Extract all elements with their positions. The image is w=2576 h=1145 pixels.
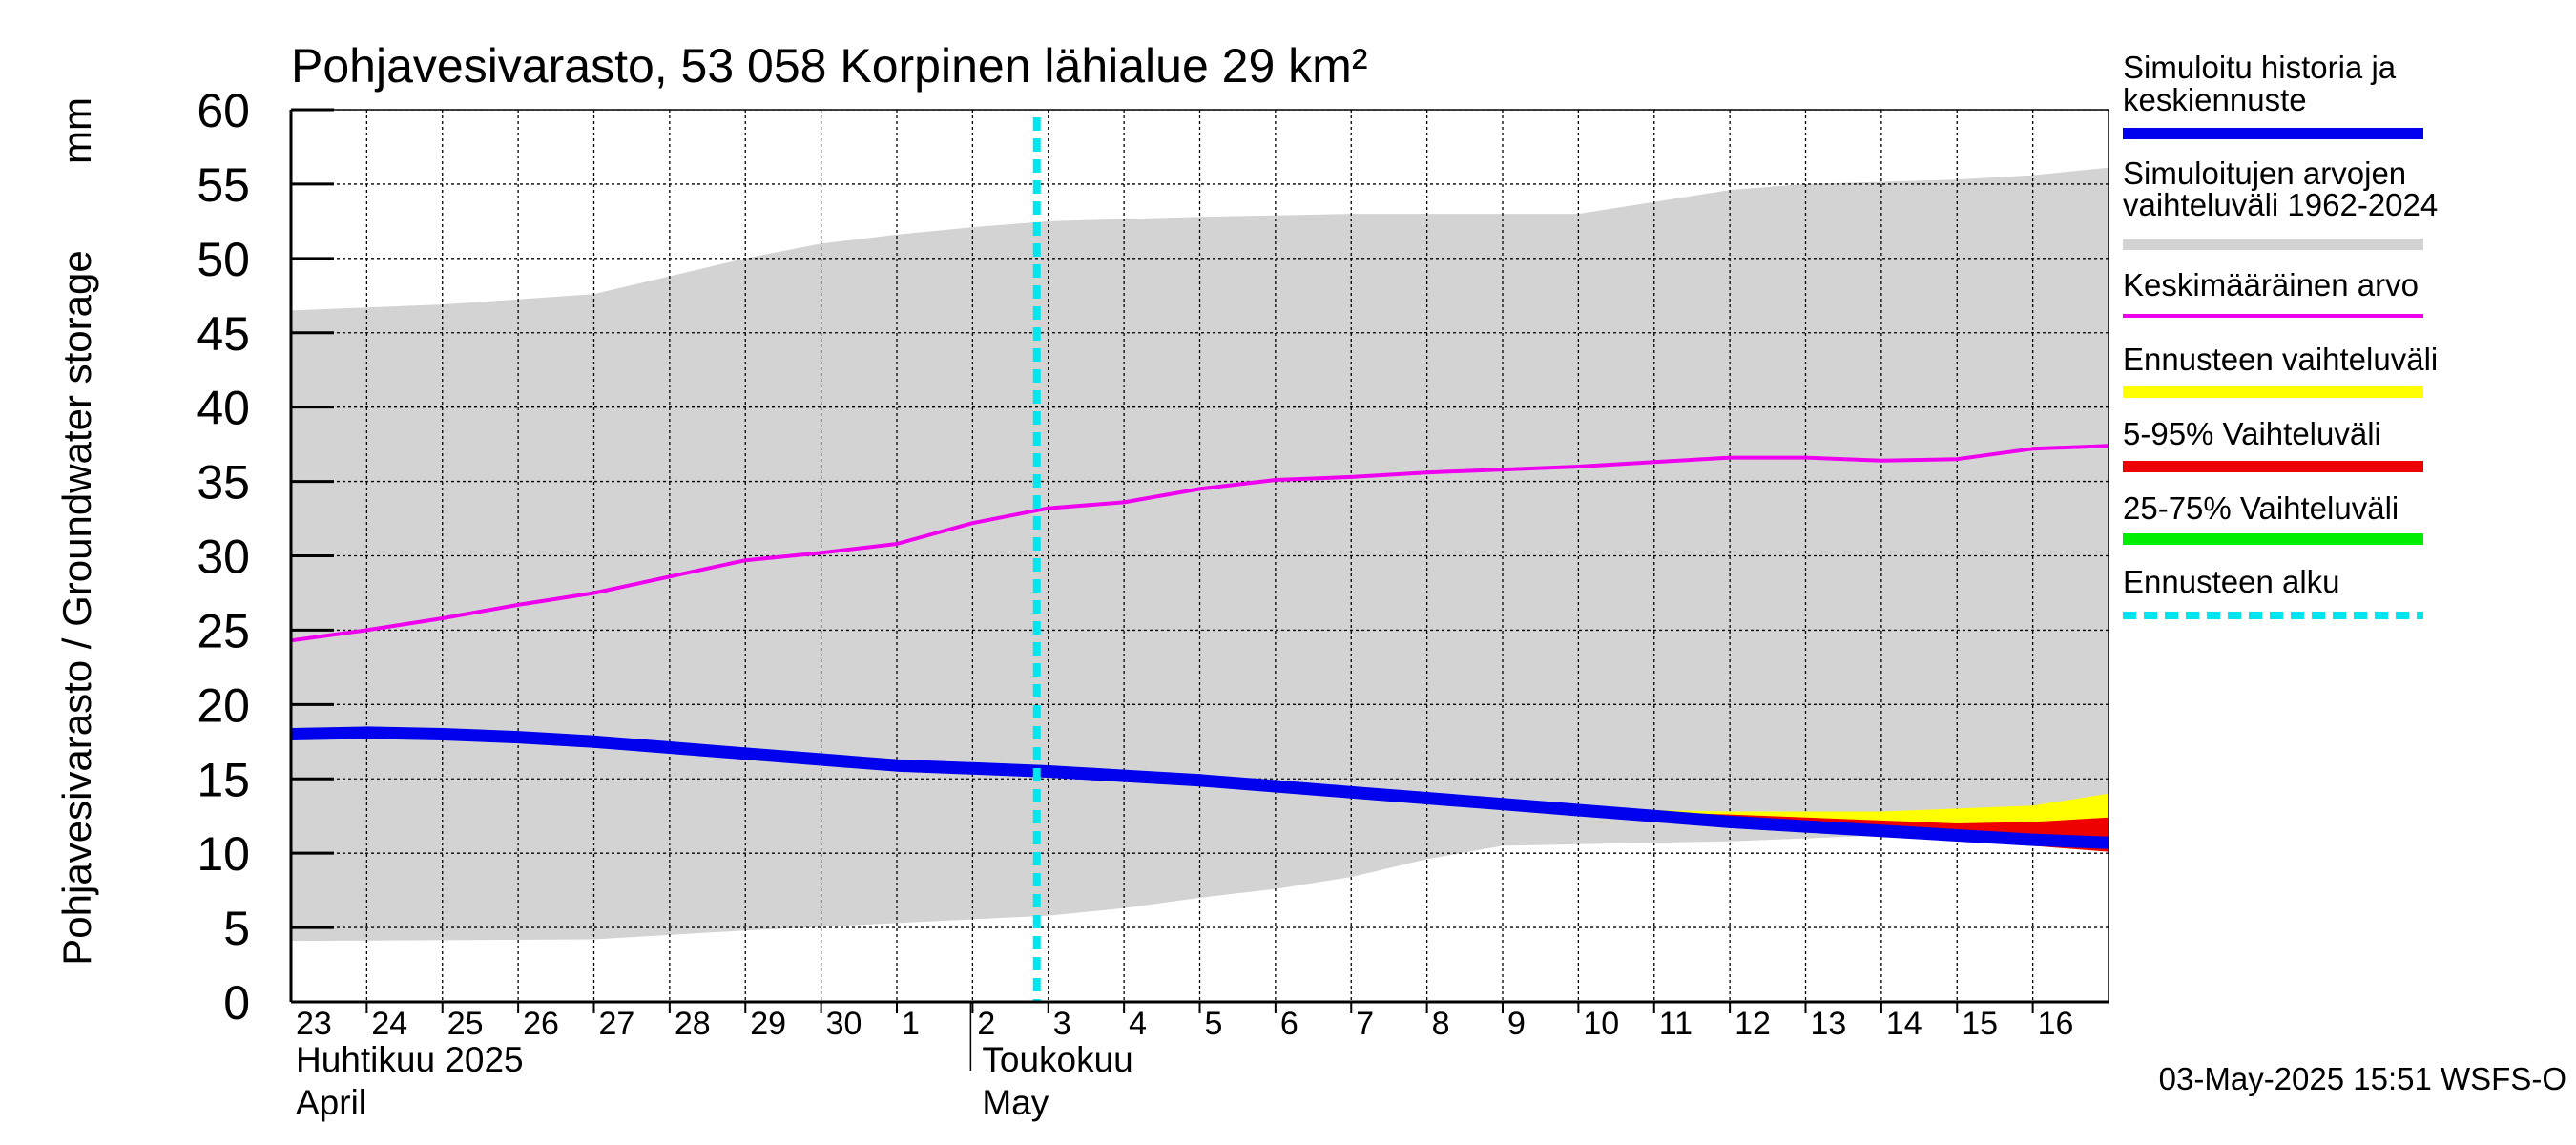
x-tick-label: 26 [523,1006,559,1042]
month-label-en: April [296,1083,366,1122]
x-tick-labels: 23 24 25 26 27 28 29 30 1 2 3 4 5 6 7 8 9 10 11 12 13 14 15 16 [296,1006,2073,1042]
axes-layer [289,108,2109,1071]
y-tick-label: 10 [197,827,250,881]
y-tick-labels: 0 5 10 15 20 25 30 35 40 45 50 55 60 [197,84,250,1030]
legend-label-mean: Keskimääräinen arvo [2123,267,2419,302]
chart-title: Pohjavesivarasto, 53 058 Korpinen lähial… [291,39,1367,93]
x-tick-label: 25 [447,1006,484,1042]
timestamp-label: 03-May-2025 15:51 WSFS-O [2159,1061,2566,1096]
y-tick-label: 30 [197,531,250,584]
x-tick-label: 2 [977,1006,995,1042]
x-tick-label: 16 [2038,1006,2074,1042]
x-tick-label: 7 [1356,1006,1374,1042]
y-tick-label: 55 [197,158,250,212]
x-tick-label: 27 [599,1006,635,1042]
x-tick-label: 11 [1659,1006,1693,1042]
y-tick-label: 0 [223,976,250,1030]
x-tick-label: 4 [1129,1006,1147,1042]
mean-line [291,444,2109,643]
x-tick-label: 3 [1053,1006,1071,1042]
x-tick-label: 15 [1962,1006,1998,1042]
y-axis-unit: mm [54,97,99,164]
x-tick-label: 5 [1205,1006,1223,1042]
x-tick-label: 24 [371,1006,407,1042]
month-labels: Huhtikuu 2025 April Toukokuu May [296,1040,1133,1122]
legend-label-range: vaihteluväli 1962-2024 [2123,187,2438,222]
y-tick-label: 5 [223,902,250,955]
legend-label-fc_start: Ennusteen alku [2123,564,2340,599]
legend-label-fc_range: Ennusteen vaihteluväli [2123,342,2438,377]
month-label-en: May [982,1083,1049,1122]
x-tick-label: 28 [675,1006,711,1042]
month-label-fi: Toukokuu [982,1040,1132,1079]
x-tick-label: 1 [902,1006,920,1042]
y-tick-label: 25 [197,604,250,657]
legend-label-p25_75: 25-75% Vaihteluväli [2123,490,2399,526]
y-tick-label: 20 [197,678,250,732]
x-tick-label: 10 [1583,1006,1619,1042]
lines-layer [291,117,2109,1002]
x-tick-label: 6 [1280,1006,1298,1042]
x-tick-label: 29 [750,1006,786,1042]
x-tick-label: 8 [1432,1006,1450,1042]
y-tick-label: 40 [197,382,250,435]
legend-label-history: keskiennuste [2123,82,2307,117]
y-tick-label: 15 [197,753,250,806]
history-line [291,726,2109,849]
x-tick-label: 9 [1507,1006,1526,1042]
x-tick-label: 23 [296,1006,332,1042]
x-tick-label: 14 [1886,1006,1922,1042]
x-tick-label: 13 [1811,1006,1847,1042]
y-tick-label: 35 [197,456,250,510]
y-tick-label: 60 [197,84,250,137]
y-axis-label: Pohjavesivarasto / Groundwater storage [54,250,99,965]
x-tick-label: 30 [826,1006,862,1042]
legend-label-p5_95: 5-95% Vaihteluväli [2123,416,2381,451]
legend-label-history: Simuloitu historia ja [2123,50,2397,85]
month-label-fi: Huhtikuu 2025 [296,1040,524,1079]
legend-label-range: Simuloitujen arvojen [2123,156,2406,191]
x-tick-label: 12 [1735,1006,1771,1042]
y-tick-label: 45 [197,307,250,361]
y-tick-label: 50 [197,233,250,286]
